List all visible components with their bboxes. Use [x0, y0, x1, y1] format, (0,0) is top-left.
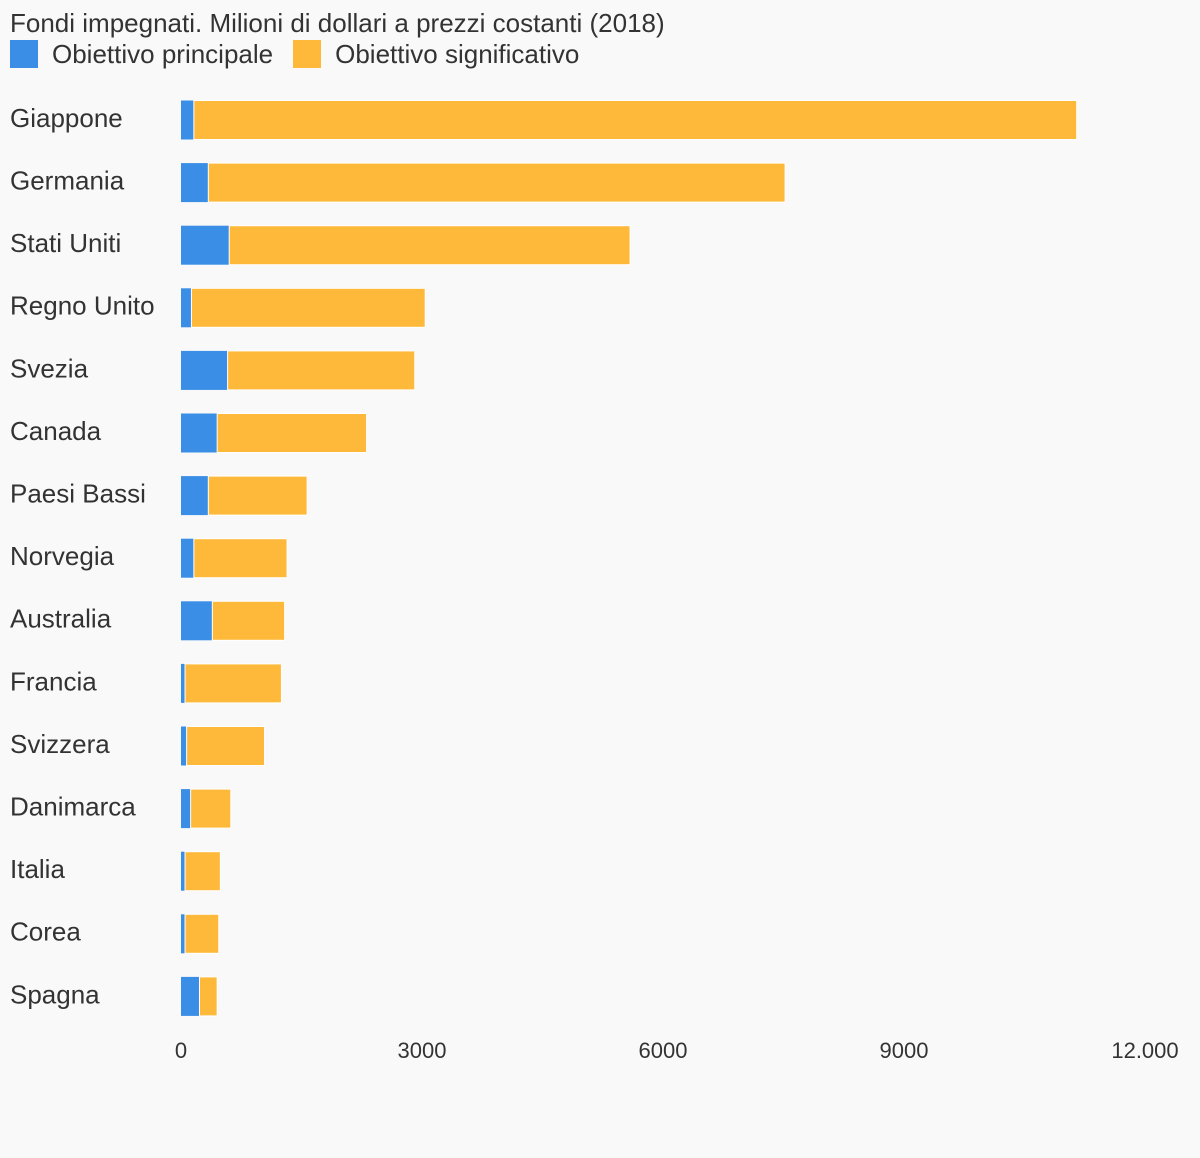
- bar-giappone-obiettivo-principale: [181, 100, 194, 140]
- bar-svezia-obiettivo-significativo: [227, 350, 416, 391]
- bar-paesi-bassi-obiettivo-principale: [181, 476, 209, 516]
- category-label-giappone: Giappone: [10, 103, 123, 133]
- category-label-danimarca: Danimarca: [10, 791, 136, 821]
- bar-stati-uniti-obiettivo-significativo: [228, 225, 631, 266]
- bar-regno-unito-obiettivo-significativo: [190, 287, 426, 328]
- bar-stati-uniti-obiettivo-principale: [181, 225, 230, 265]
- x-axis-ticks: 0 3000 6000 9000 12.000: [175, 1038, 1179, 1063]
- category-label-corea: Corea: [10, 917, 81, 947]
- bar-germania-obiettivo-principale: [181, 163, 209, 203]
- category-labels: Giappone Germania Stati Uniti Regno Unito Sv…: [10, 103, 155, 1009]
- bar-francia-obiettivo-significativo: [184, 663, 282, 704]
- bar-svezia-obiettivo-principale: [181, 350, 228, 390]
- bar-spagna-obiettivo-principale: [181, 976, 200, 1016]
- bars-layer: [181, 100, 1078, 1017]
- bar-danimarca-obiettivo-principale: [181, 789, 191, 829]
- x-tick-label-6000: 6000: [639, 1038, 688, 1063]
- category-label-germania: Germania: [10, 165, 125, 195]
- bar-norvegia-obiettivo-significativo: [193, 538, 288, 579]
- category-label-spagna: Spagna: [10, 979, 100, 1009]
- legend: Obiettivo principale Obiettivo significa…: [10, 38, 599, 70]
- bar-corea-obiettivo-significativo: [184, 913, 220, 954]
- bar-australia-obiettivo-principale: [181, 601, 213, 641]
- legend-swatch-principale: [10, 40, 38, 68]
- category-label-stati-uniti: Stati Uniti: [10, 228, 121, 258]
- x-tick-label-0: 0: [175, 1038, 187, 1063]
- bar-norvegia-obiettivo-principale: [181, 538, 194, 578]
- bar-canada-obiettivo-significativo: [216, 413, 368, 453]
- bar-regno-unito-obiettivo-principale: [181, 288, 192, 328]
- category-label-canada: Canada: [10, 416, 102, 446]
- bar-paesi-bassi-obiettivo-significativo: [207, 475, 308, 516]
- bar-germania-obiettivo-significativo: [207, 162, 786, 203]
- legend-item-principale: Obiettivo principale: [10, 38, 273, 70]
- bar-spagna-obiettivo-significativo: [198, 976, 218, 1017]
- bar-francia-obiettivo-principale: [181, 663, 186, 703]
- bar-giappone-obiettivo-significativo: [193, 100, 1078, 140]
- bar-canada-obiettivo-principale: [181, 413, 218, 453]
- legend-swatch-significativo: [293, 40, 322, 68]
- bar-svizzera-obiettivo-significativo: [186, 726, 266, 766]
- category-label-francia: Francia: [10, 666, 97, 696]
- category-label-australia: Australia: [10, 604, 112, 634]
- legend-item-significativo: Obiettivo significativo: [293, 38, 579, 70]
- x-tick-label-3000: 3000: [398, 1038, 447, 1063]
- category-label-regno-unito: Regno Unito: [10, 291, 155, 321]
- category-label-svezia: Svezia: [10, 353, 89, 383]
- bar-danimarca-obiettivo-significativo: [190, 788, 232, 829]
- x-tick-label-9000: 9000: [880, 1038, 929, 1063]
- category-label-paesi-bassi: Paesi Bassi: [10, 478, 146, 508]
- category-label-svizzera: Svizzera: [10, 729, 110, 759]
- bar-italia-obiettivo-principale: [181, 851, 186, 891]
- chart-title: Fondi impegnati. Milioni di dollari a pr…: [10, 8, 665, 38]
- category-label-norvegia: Norvegia: [10, 541, 115, 571]
- category-label-italia: Italia: [10, 854, 65, 884]
- bar-svizzera-obiettivo-principale: [181, 726, 187, 766]
- bar-australia-obiettivo-significativo: [211, 600, 286, 641]
- bar-italia-obiettivo-significativo: [184, 851, 221, 892]
- legend-label-principale: Obiettivo principale: [52, 39, 274, 69]
- legend-label-significativo: Obiettivo significativo: [335, 39, 580, 69]
- x-tick-label-12000: 12.000: [1111, 1038, 1178, 1063]
- bar-corea-obiettivo-principale: [181, 914, 186, 954]
